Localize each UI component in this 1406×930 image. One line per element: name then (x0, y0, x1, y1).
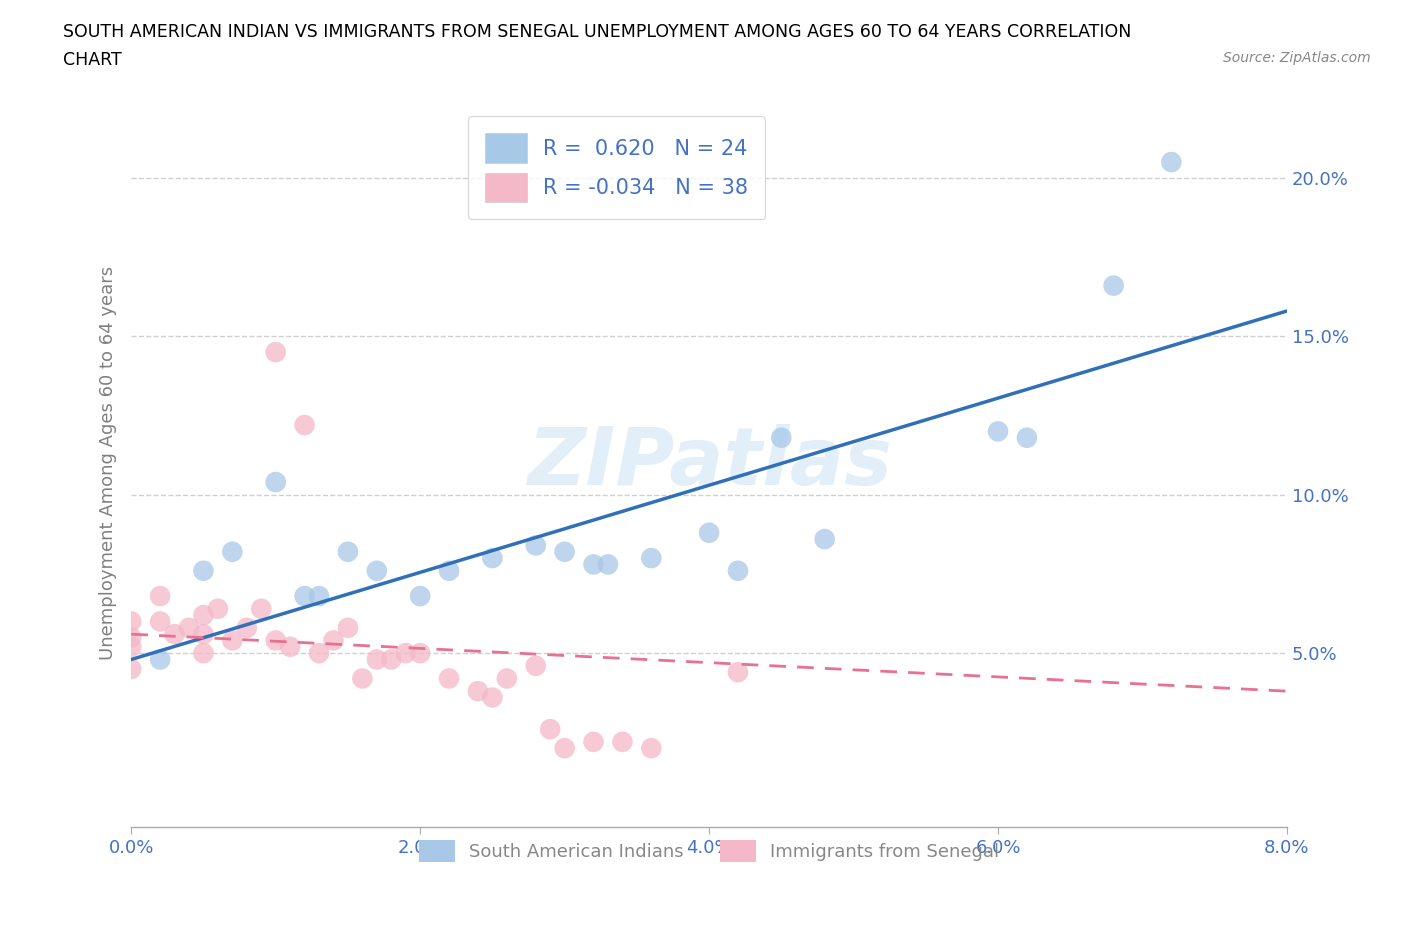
Point (770, 431, 793, 445)
Point (322, 633, 344, 648)
Point (524, 538, 547, 552)
Point (437, 671, 460, 686)
Point (264, 474, 287, 489)
Text: SOUTH AMERICAN INDIAN VS IMMIGRANTS FROM SENEGAL UNEMPLOYMENT AMONG AGES 60 TO 6: SOUTH AMERICAN INDIAN VS IMMIGRANTS FROM… (63, 23, 1132, 41)
Point (193, 627, 215, 642)
Point (727, 564, 749, 578)
Point (481, 551, 503, 565)
Point (149, 652, 172, 667)
Point (264, 345, 287, 360)
Point (264, 633, 287, 648)
Point (308, 645, 330, 660)
Y-axis label: Unemployment Among Ages 60 to 64 years: Unemployment Among Ages 60 to 64 years (100, 266, 117, 660)
Point (294, 418, 316, 432)
Point (380, 652, 402, 667)
Point (120, 614, 142, 629)
Point (640, 551, 662, 565)
Text: Source: ZipAtlas.com: Source: ZipAtlas.com (1223, 51, 1371, 65)
Text: ZIPatlas: ZIPatlas (527, 424, 891, 502)
Point (697, 525, 720, 540)
Point (1160, 154, 1182, 169)
Point (582, 735, 605, 750)
Point (409, 645, 432, 660)
Point (727, 665, 749, 680)
Point (814, 532, 837, 547)
Point (278, 639, 301, 654)
Point (221, 544, 243, 559)
Point (554, 741, 576, 756)
Point (193, 607, 215, 622)
Point (366, 564, 388, 578)
Point (207, 602, 229, 617)
Point (554, 544, 576, 559)
Point (596, 557, 619, 572)
Point (308, 589, 330, 604)
Point (149, 589, 172, 604)
Point (336, 620, 359, 635)
Point (395, 645, 418, 660)
Point (294, 589, 316, 604)
Point (409, 589, 432, 604)
Text: CHART: CHART (63, 51, 122, 69)
Point (149, 614, 172, 629)
Point (250, 602, 273, 617)
Point (437, 564, 460, 578)
Point (193, 564, 215, 578)
Legend: South American Indians, Immigrants from Senegal: South American Indians, Immigrants from … (412, 833, 1007, 870)
Point (120, 639, 142, 654)
Point (352, 671, 374, 686)
Point (193, 645, 215, 660)
Point (495, 671, 517, 686)
Point (163, 627, 186, 642)
Point (336, 544, 359, 559)
Point (481, 690, 503, 705)
Point (524, 658, 547, 673)
Point (177, 620, 200, 635)
Point (640, 741, 662, 756)
Point (582, 557, 605, 572)
Point (366, 652, 388, 667)
Point (538, 722, 561, 737)
Point (467, 684, 489, 698)
Point (1015, 431, 1038, 445)
Point (221, 633, 243, 648)
Point (987, 424, 1010, 439)
Point (120, 661, 142, 676)
Point (236, 620, 259, 635)
Point (1102, 278, 1125, 293)
Point (120, 630, 142, 644)
Point (612, 735, 634, 750)
